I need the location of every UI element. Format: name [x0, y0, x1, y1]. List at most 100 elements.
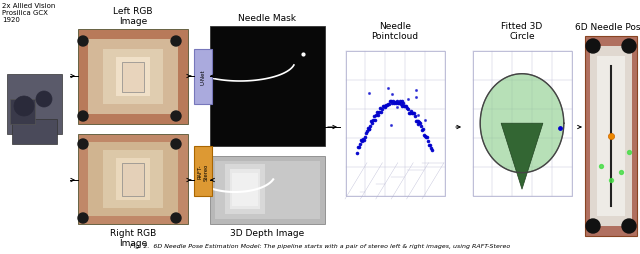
Point [372, 110, 382, 114]
Point [371, 114, 381, 118]
Point [425, 144, 435, 148]
Bar [232, 173, 258, 206]
Point [387, 92, 397, 96]
Point [355, 142, 365, 146]
Bar [225, 164, 265, 214]
Point [396, 102, 406, 106]
Point [383, 102, 394, 106]
Point [400, 105, 410, 109]
Point [417, 128, 428, 132]
Point [378, 105, 388, 109]
Point [413, 114, 423, 118]
Circle shape [78, 112, 88, 121]
Point [616, 170, 627, 174]
Point [392, 101, 403, 105]
Point [385, 99, 396, 103]
Point [423, 139, 433, 143]
Text: Left RGB
Image: Left RGB Image [113, 7, 153, 26]
Point [399, 104, 410, 108]
Point [419, 134, 429, 138]
Circle shape [171, 139, 181, 149]
Bar [346, 51, 445, 196]
Point [383, 86, 394, 90]
Bar [78, 134, 188, 224]
Point [376, 107, 387, 111]
Bar [340, 45, 450, 209]
Point [394, 101, 404, 105]
Bar [194, 146, 212, 196]
Point [387, 102, 397, 106]
Bar [122, 63, 144, 93]
Bar [590, 47, 632, 226]
Bar [122, 163, 144, 196]
Point [370, 118, 380, 122]
Point [353, 146, 364, 150]
Point [392, 105, 402, 109]
Point [362, 126, 372, 131]
Point [356, 139, 367, 143]
Circle shape [171, 37, 181, 47]
Bar [210, 27, 325, 146]
Text: RAFT-
Stereo: RAFT- Stereo [198, 163, 209, 180]
Point [422, 136, 432, 140]
Point [398, 102, 408, 106]
Point [397, 104, 408, 108]
Point [405, 112, 415, 116]
Text: 6D Needle Pose: 6D Needle Pose [575, 23, 640, 32]
Circle shape [586, 219, 600, 233]
Bar [10, 100, 35, 124]
Point [416, 124, 426, 128]
Point [360, 132, 371, 136]
Bar [88, 142, 178, 216]
Text: 2x Allied Vision
Prosilica GCX
1920: 2x Allied Vision Prosilica GCX 1920 [2, 3, 56, 23]
Text: U-Net: U-Net [200, 69, 205, 85]
Point [358, 138, 369, 142]
Point [427, 148, 437, 152]
Point [358, 137, 368, 141]
Point [364, 128, 374, 132]
Bar [12, 120, 57, 145]
Point [390, 101, 400, 105]
Circle shape [78, 139, 88, 149]
Point [412, 119, 422, 123]
Point [606, 134, 616, 138]
Point [382, 103, 392, 107]
Point [365, 124, 376, 129]
Point [378, 104, 388, 108]
Point [420, 119, 430, 123]
Point [420, 135, 430, 139]
Circle shape [78, 37, 88, 47]
Circle shape [586, 40, 600, 54]
Point [356, 138, 366, 142]
Point [408, 112, 418, 116]
Bar [194, 50, 212, 105]
Point [389, 102, 399, 106]
Text: 3D Depth Image: 3D Depth Image [230, 228, 305, 237]
Point [407, 112, 417, 116]
Point [554, 126, 564, 131]
Point [374, 110, 384, 114]
Bar [597, 57, 625, 216]
Bar [230, 169, 260, 209]
Point [380, 106, 390, 110]
Point [404, 111, 414, 115]
Circle shape [171, 213, 181, 223]
Bar [103, 50, 163, 105]
Point [376, 110, 386, 115]
Point [386, 123, 396, 127]
Point [413, 123, 424, 127]
Point [364, 127, 374, 131]
Point [606, 178, 616, 182]
Point [426, 146, 436, 150]
Bar [472, 51, 572, 196]
Point [406, 109, 416, 113]
Point [402, 106, 412, 110]
Point [421, 135, 431, 139]
Point [412, 119, 422, 123]
Bar [210, 156, 325, 224]
Point [418, 128, 428, 132]
Point [374, 107, 385, 111]
Point [368, 119, 378, 123]
Bar [585, 37, 637, 236]
Point [396, 100, 406, 104]
